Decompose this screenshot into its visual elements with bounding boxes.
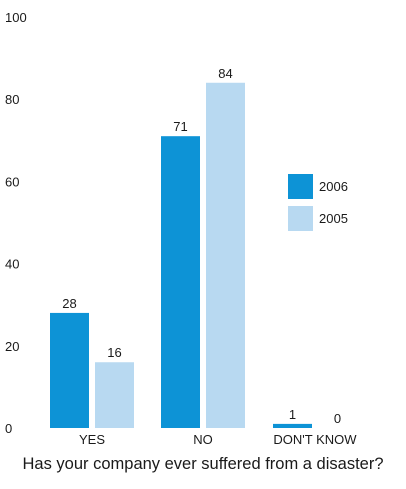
data-label: 28 xyxy=(62,296,76,311)
bar xyxy=(273,423,312,428)
x-tick-label: NO xyxy=(193,432,213,447)
y-tick-label: 40 xyxy=(5,257,19,272)
y-tick-label: 80 xyxy=(5,92,19,107)
legend-swatch xyxy=(288,174,313,199)
legend-swatch xyxy=(288,206,313,231)
legend: 2006 2005 xyxy=(288,174,348,231)
x-tick-label: DON'T KNOW xyxy=(273,432,357,447)
legend-label: 2006 xyxy=(319,179,348,194)
bar xyxy=(206,82,245,428)
y-tick-label: 0 xyxy=(5,421,12,436)
bars: 28 16 71 84 1 0 xyxy=(50,66,341,428)
data-label: 84 xyxy=(218,66,232,81)
legend-label: 2005 xyxy=(319,211,348,226)
x-axis: YES NO DON'T KNOW xyxy=(79,432,357,447)
data-label: 0 xyxy=(334,411,341,426)
y-axis: 0 20 40 60 80 100 xyxy=(5,10,27,436)
y-tick-label: 100 xyxy=(5,10,27,25)
x-tick-label: YES xyxy=(79,432,105,447)
y-tick-label: 60 xyxy=(5,174,19,189)
bar xyxy=(161,136,200,428)
y-tick-label: 20 xyxy=(5,339,19,354)
data-label: 1 xyxy=(289,407,296,422)
bar xyxy=(50,312,89,428)
data-label: 71 xyxy=(173,119,187,134)
data-label: 16 xyxy=(107,345,121,360)
chart-title: Has your company ever suffered from a di… xyxy=(22,455,384,473)
bar xyxy=(95,362,134,428)
